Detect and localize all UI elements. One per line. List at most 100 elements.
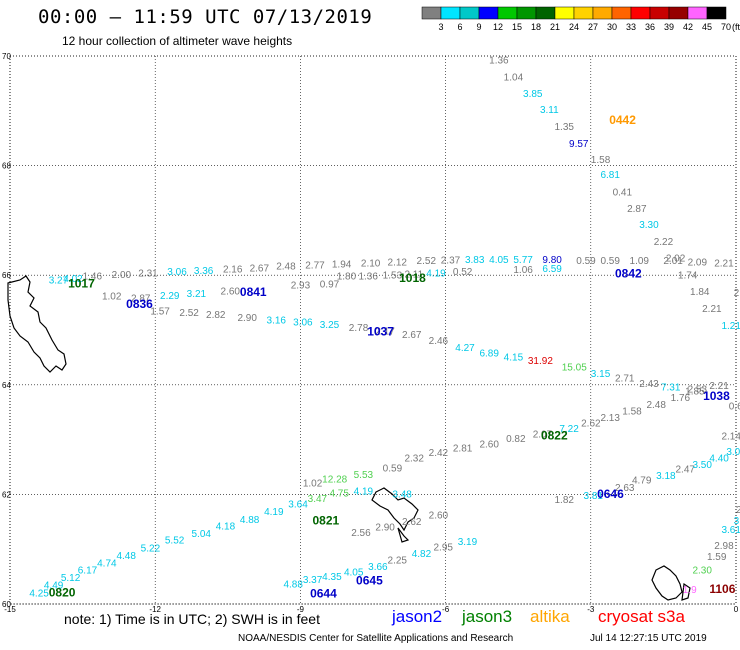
wave-height-value: 3.64 <box>288 500 308 511</box>
wave-height-value: 2.01 <box>663 256 683 267</box>
wave-height-value: 3.23 <box>734 516 740 527</box>
colorbar-swatch <box>611 6 632 20</box>
wave-height-value: 1.21 <box>721 321 740 332</box>
colorbar-label: 15 <box>512 22 522 32</box>
wave-height-value: 15.05 <box>562 363 587 374</box>
wave-height-value: 4.25 <box>29 588 49 599</box>
wave-height-value: 5.04 <box>192 529 212 540</box>
wave-height-value: 2.47 <box>676 464 696 475</box>
wave-height-value: 3.48 <box>392 490 412 501</box>
wave-height-value: 3.25 <box>320 320 340 331</box>
wave-height-value: 4.05 <box>344 568 364 579</box>
pass-time-label: 1037 <box>367 324 394 338</box>
page-subtitle: 12 hour collection of altimeter wave hei… <box>62 34 293 48</box>
legend-cryosat: cryosat s3a <box>598 607 685 626</box>
colorbar-label: 70 <box>721 22 731 32</box>
wave-height-value: 1.02 <box>102 291 122 302</box>
wave-height-value: 5.12 <box>61 573 81 584</box>
wave-height-value: 7.22 <box>559 424 579 435</box>
wave-height-value: 3.36 <box>194 266 214 277</box>
wave-height-value: 1.02 <box>303 479 323 490</box>
wave-height-value: 2.1 <box>736 505 740 516</box>
wave-height-value: 5.53 <box>354 470 374 481</box>
pass-time-label: 1106 <box>709 582 735 596</box>
colorbar-label: 27 <box>588 22 598 32</box>
pass-time-label: 0822 <box>541 429 568 443</box>
colorbar-swatch <box>554 6 575 20</box>
wave-height-value: 6.59 <box>542 264 562 275</box>
wave-height-value: 6.17 <box>78 565 98 576</box>
pass-time-label: 1017 <box>68 276 95 290</box>
wave-height-value: 2.60 <box>429 511 449 522</box>
wave-height-value: 2.95 <box>434 542 454 553</box>
wave-height-value: 1.09 <box>630 256 650 267</box>
wave-height-value: 2.11 <box>404 269 423 280</box>
wave-height-value: 2.30 <box>692 565 712 576</box>
pass-time-label: 0842 <box>615 266 642 280</box>
wave-height-value: 2.87 <box>627 204 647 215</box>
wave-height-value: 2.71 <box>615 374 635 385</box>
wave-height-value: 2.48 <box>646 400 666 411</box>
pass-time-label: 0841 <box>240 285 267 299</box>
colorbar-label: 33 <box>626 22 636 32</box>
x-tick-label: -15 <box>4 605 16 614</box>
colorbar-label: 24 <box>569 22 579 32</box>
x-tick-label: -9 <box>297 605 305 614</box>
pass-time-label: 1038 <box>703 389 730 403</box>
wave-height-value: 0.41 <box>613 188 633 199</box>
legend-jason2: jason2 <box>392 607 443 626</box>
wave-height-value: 3.81 <box>584 491 604 502</box>
y-tick-label: 68 <box>2 162 11 171</box>
wave-height-value: 2.52 <box>179 308 199 319</box>
pass-time-label: 0646 <box>597 487 624 501</box>
pass-time-label: 0820 <box>49 585 76 599</box>
wave-height-value: 2.22 <box>654 237 674 248</box>
wave-height-value: 2.17 <box>375 326 395 337</box>
wave-height-value: 2.90 <box>237 313 257 324</box>
wave-height-value: 2.16 <box>223 264 243 275</box>
y-tick-label: 70 <box>2 52 11 61</box>
wave-height-value: 3.15 <box>591 369 611 380</box>
wave-height-value: 1.85 <box>685 387 705 398</box>
pass-time-label: 0644 <box>310 586 337 600</box>
wave-height-value: 2.60 <box>479 439 499 450</box>
wave-height-value: 2.52 <box>417 256 437 267</box>
wave-height-value: 2.32 <box>404 454 424 465</box>
colorbar-swatch <box>573 6 594 20</box>
data-marks: 1.361.043.853.111.359.571.586.810.412.87… <box>29 56 740 601</box>
wave-height-value: 2.09 <box>688 257 708 268</box>
y-tick-label: 66 <box>2 271 11 280</box>
colorbar-label: 18 <box>531 22 541 32</box>
wave-height-value: 1.80 <box>337 272 357 283</box>
wave-height-value: 4.02 <box>63 274 83 285</box>
wave-height-value: 4.18 <box>216 521 236 532</box>
colorbar-swatch <box>516 6 537 20</box>
wave-height-value: 4.48 <box>116 551 136 562</box>
wave-height-value: 1.59 <box>707 552 727 563</box>
wave-height-value: 2.63 <box>615 483 635 494</box>
wave-height-value: 2.48 <box>276 262 296 273</box>
wave-height-value: 2.90 <box>375 523 395 534</box>
wave-height-value: 1.57 <box>150 307 170 318</box>
wave-height-value: 5.52 <box>165 536 185 547</box>
wave-height-value: 2.31 <box>138 268 158 279</box>
wave-height-value: 2.13 <box>600 413 620 424</box>
wave-height-value: 1.74 <box>678 270 698 281</box>
x-tick-label: -6 <box>442 605 450 614</box>
faroe-islands <box>371 487 419 543</box>
wave-height-value: 6.89 <box>479 348 499 359</box>
wave-height-value: 3.66 <box>368 562 388 573</box>
wave-height-value: 4.88 <box>283 580 303 591</box>
wave-height-value: 2.53 <box>688 384 708 395</box>
wave-height-value: 12.28 <box>322 474 347 485</box>
wave-height-value: 4.75 <box>329 489 349 500</box>
wave-height-value: 2.00 <box>112 270 132 281</box>
colorbar-swatch <box>421 6 442 20</box>
colorbar-swatch <box>478 6 499 20</box>
wave-height-value: 2.10 <box>361 258 381 269</box>
legend-altika: altika <box>530 607 570 626</box>
wave-height-value: 2.07 <box>533 429 553 440</box>
wave-height-value: 2.43 <box>639 379 659 390</box>
wave-height-value: 0.59 <box>600 256 620 267</box>
wave-height-value: 31.92 <box>528 356 553 367</box>
